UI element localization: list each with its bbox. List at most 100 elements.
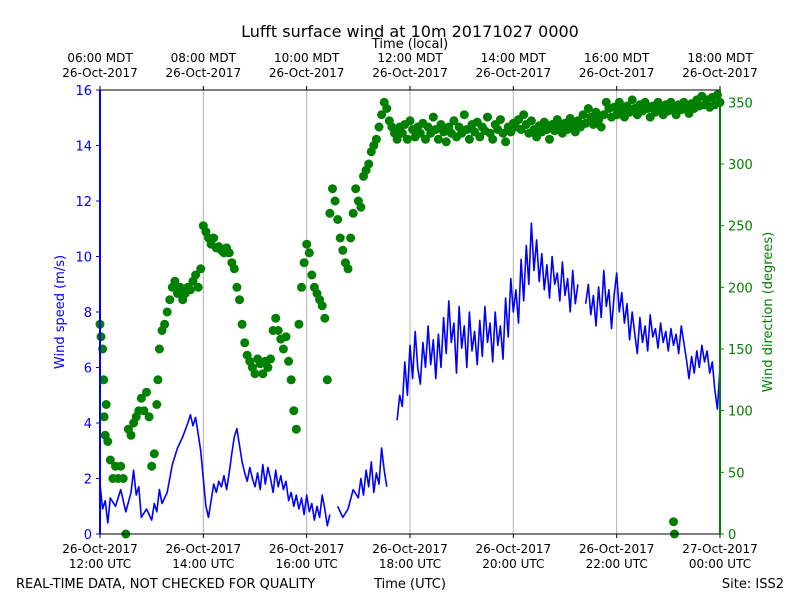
direction-point bbox=[539, 117, 549, 127]
direction-point bbox=[392, 134, 402, 144]
direction-point bbox=[307, 270, 317, 280]
x-tick-label-bottom: 12:00 UTC bbox=[69, 557, 131, 571]
x-tick-label-top: 06:00 MDT bbox=[67, 51, 133, 65]
direction-point bbox=[364, 159, 374, 169]
y-tick-label-right: 0 bbox=[728, 528, 736, 543]
direction-point bbox=[464, 134, 474, 144]
x-tick-label-top: 18:00 MDT bbox=[687, 51, 753, 65]
direction-point bbox=[397, 128, 407, 138]
x-tick-label-top: 26-Oct-2017 bbox=[579, 66, 655, 80]
direction-point bbox=[281, 332, 291, 342]
x-tick-label-top: 14:00 MDT bbox=[481, 51, 547, 65]
direction-point bbox=[152, 400, 162, 409]
direction-point bbox=[371, 134, 381, 144]
direction-point bbox=[271, 313, 281, 323]
direction-point bbox=[402, 134, 412, 144]
y-tick-label-left: 12 bbox=[75, 195, 92, 210]
direction-point bbox=[317, 301, 327, 311]
direction-point bbox=[348, 208, 358, 218]
speed-line-segment bbox=[584, 269, 721, 410]
y-tick-label-right: 50 bbox=[728, 466, 745, 481]
footer-site: Site: ISS2 bbox=[722, 577, 784, 592]
direction-point bbox=[304, 248, 314, 258]
bottom-axis-label: Time (UTC) bbox=[373, 577, 446, 592]
direction-point bbox=[142, 387, 151, 397]
left-axis-label: Wind speed (m/s) bbox=[53, 255, 68, 369]
right-axis-ticks: 0 50 100 150 200 250 300 350 bbox=[720, 96, 753, 543]
direction-point bbox=[232, 282, 242, 292]
x-tick-label-bottom: 18:00 UTC bbox=[379, 557, 441, 571]
direction-point bbox=[498, 128, 508, 138]
direction-point bbox=[149, 449, 159, 459]
x-tick-label-top: 26-Oct-2017 bbox=[476, 66, 552, 80]
gridlines bbox=[202, 90, 618, 534]
direction-point bbox=[583, 104, 593, 113]
direction-point bbox=[338, 245, 348, 255]
y-tick-label-right: 350 bbox=[728, 96, 753, 111]
direction-point bbox=[382, 104, 392, 113]
direction-point bbox=[101, 400, 111, 409]
y-tick-label-left: 14 bbox=[75, 140, 92, 155]
direction-point bbox=[501, 137, 511, 147]
speed-line-segment bbox=[396, 222, 579, 421]
direction-point bbox=[614, 97, 624, 107]
x-tick-label-bottom: 22:00 UTC bbox=[586, 557, 648, 571]
direction-point bbox=[302, 239, 312, 249]
x-tick-label-bottom: 26-Oct-2017 bbox=[269, 542, 345, 556]
direction-point bbox=[144, 412, 154, 422]
x-tick-label-top: 26-Oct-2017 bbox=[682, 66, 758, 80]
direction-point bbox=[436, 120, 446, 129]
x-tick-label-bottom: 27-Oct-2017 bbox=[682, 542, 758, 556]
y-tick-label-right: 300 bbox=[728, 158, 753, 173]
y-tick-label-left: 16 bbox=[75, 84, 92, 99]
direction-point bbox=[377, 110, 387, 120]
direction-point bbox=[105, 455, 115, 465]
direction-point bbox=[330, 196, 340, 206]
x-tick-label-top: 26-Oct-2017 bbox=[62, 66, 138, 80]
direction-point bbox=[343, 264, 353, 274]
direction-point bbox=[475, 132, 485, 142]
x-tick-label-bottom: 16:00 UTC bbox=[276, 557, 338, 571]
direction-point bbox=[191, 270, 201, 280]
direction-point bbox=[552, 115, 562, 125]
x-tick-label-bottom: 26-Oct-2017 bbox=[372, 542, 448, 556]
direction-point bbox=[240, 338, 250, 348]
direction-point bbox=[118, 474, 128, 483]
x-tick-label-top: 10:00 MDT bbox=[274, 51, 340, 65]
direction-point bbox=[421, 134, 430, 144]
x-tick-label-bottom: 14:00 UTC bbox=[172, 557, 234, 571]
direction-point bbox=[103, 437, 113, 446]
direction-point bbox=[333, 215, 343, 224]
y-tick-label-right: 100 bbox=[728, 405, 753, 420]
direction-point bbox=[196, 264, 206, 274]
chart-title: Lufft surface wind at 10m 20171027 0000 bbox=[241, 22, 579, 41]
x-tick-label-top: 26-Oct-2017 bbox=[166, 66, 242, 80]
y-tick-label-left: 8 bbox=[84, 306, 92, 321]
direction-point bbox=[599, 110, 609, 120]
direction-point bbox=[495, 115, 505, 125]
speed-line-segment bbox=[336, 447, 388, 519]
y-tick-label-left: 0 bbox=[84, 528, 92, 543]
direction-point bbox=[153, 375, 163, 385]
direction-point bbox=[488, 134, 498, 144]
x-tick-label-bottom: 00:00 UTC bbox=[689, 557, 751, 571]
direction-point bbox=[136, 393, 146, 403]
direction-point bbox=[266, 354, 275, 364]
direction-point bbox=[224, 248, 234, 258]
direction-point bbox=[235, 295, 244, 305]
x-tick-label-bottom: 26-Oct-2017 bbox=[166, 542, 242, 556]
direction-point bbox=[170, 276, 180, 286]
speed-line-segment bbox=[99, 413, 331, 527]
direction-point bbox=[459, 110, 469, 120]
direction-point bbox=[346, 233, 356, 243]
y-tick-label-right: 150 bbox=[728, 343, 753, 358]
direction-point bbox=[356, 202, 366, 212]
direction-point bbox=[374, 122, 384, 132]
direction-point bbox=[209, 233, 219, 243]
direction-scatter bbox=[95, 90, 725, 539]
direction-point bbox=[545, 134, 554, 144]
